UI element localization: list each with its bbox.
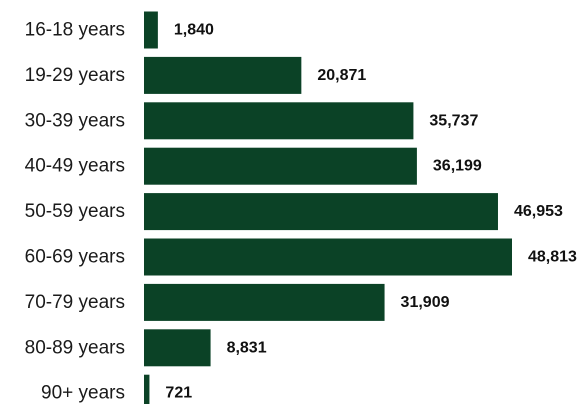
bar-80-89-years [144,329,211,367]
category-label-16-18-years: 16-18 years [25,20,125,41]
value-label-60-69-years: 48,813 [528,249,577,266]
category-label-80-89-years: 80-89 years [25,337,125,358]
bars [144,11,512,404]
bar-90-years [144,374,150,404]
value-label-50-59-years: 46,953 [514,203,563,220]
bar-50-59-years [144,193,498,231]
value-label-40-49-years: 36,199 [433,158,482,175]
bar-30-39-years [144,102,414,140]
category-label-19-29-years: 19-29 years [25,65,125,86]
category-label-30-39-years: 30-39 years [25,110,125,131]
bar-19-29-years [144,56,302,94]
bar-40-49-years [144,147,417,185]
value-label-70-79-years: 31,909 [401,294,450,311]
category-label-60-69-years: 60-69 years [25,247,125,268]
value-label-19-29-years: 20,871 [317,67,366,84]
bar-60-69-years [144,238,512,276]
value-label-90-years: 721 [165,385,192,402]
value-labels: 1,840 20,871 35,737 36,199 46,953 48,813 31,90… [165,22,577,402]
category-label-40-49-years: 40-49 years [25,156,125,177]
value-label-80-89-years: 8,831 [227,339,267,356]
value-label-30-39-years: 35,737 [429,112,478,129]
bar-70-79-years [144,283,385,321]
value-label-16-18-years: 1,840 [174,22,214,39]
category-labels: 16-18 years 19-29 years 30-39 years 40-49 y… [25,20,125,404]
category-label-50-59-years: 50-59 years [25,201,125,222]
bar-16-18-years [144,11,158,49]
category-label-90-years: 90+ years [41,383,125,404]
category-label-70-79-years: 70-79 years [25,292,125,313]
